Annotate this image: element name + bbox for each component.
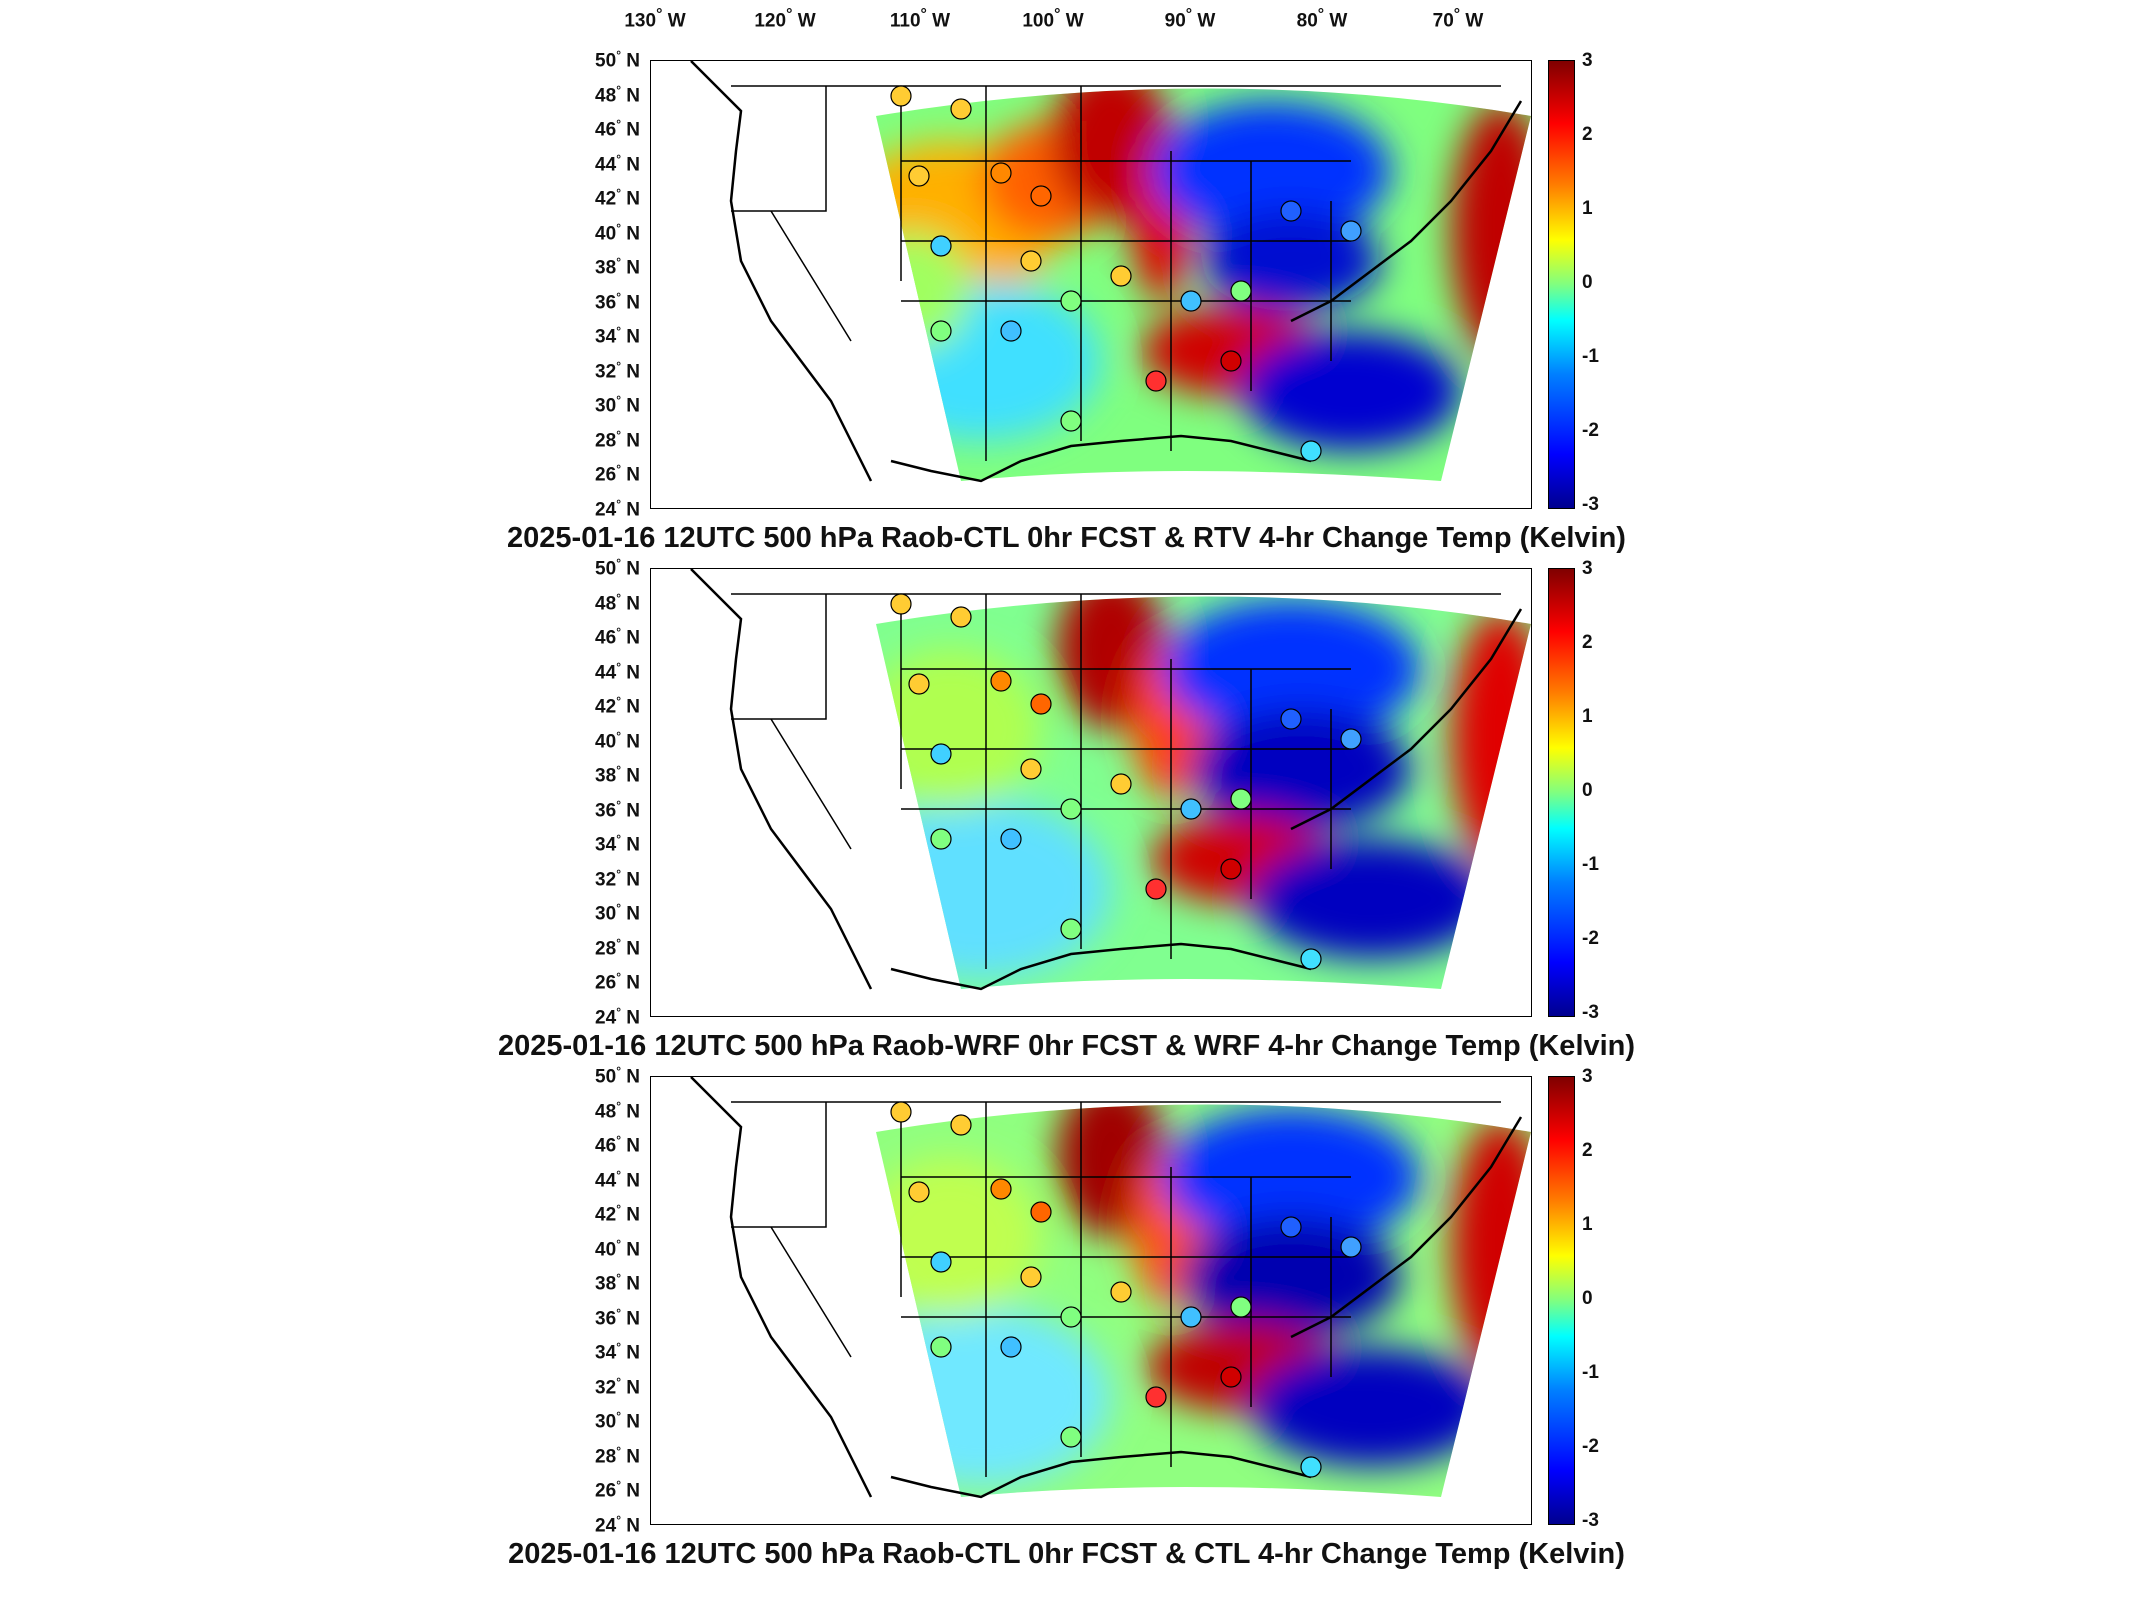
colorbar-tick: 0 — [1582, 780, 1593, 801]
temperature-field-1 — [876, 88, 1531, 481]
colorbar-tick: 3 — [1582, 1066, 1593, 1087]
lat-label-36n-panel-2: 36° N — [595, 797, 640, 822]
colorbar-tick: 2 — [1582, 1140, 1593, 1161]
lat-label-30n-panel-3: 30° N — [595, 1409, 640, 1433]
lat-label-44n-panel-2: 44° N — [595, 659, 640, 683]
colorbar-tick: 3 — [1582, 558, 1593, 579]
lon-label-100w: 100° W — [1022, 6, 1084, 32]
lat-label-42n-panel-1: 42° N — [595, 186, 640, 210]
lat-label-42n-panel-2: 42° N — [595, 694, 640, 718]
lon-label-110w: 110° W — [889, 6, 951, 32]
lat-label-46n-panel-2: 46° N — [595, 625, 640, 649]
temperature-field-2 — [876, 596, 1531, 989]
lat-label-36n-panel-1: 36° N — [595, 289, 640, 314]
lat-label-36n-panel-3: 36° N — [595, 1305, 640, 1330]
raob-stations-2 — [890, 593, 1362, 970]
lat-label-26n-panel-3: 26° N — [595, 1478, 640, 1502]
colorbar-3 — [1548, 1076, 1575, 1525]
colorbar-tick: -2 — [1582, 420, 1599, 441]
map-plot-1 — [650, 60, 1532, 509]
map-plot-2 — [650, 568, 1532, 1017]
state-borders-3 — [731, 1101, 1501, 1477]
map-plot-3 — [650, 1076, 1532, 1525]
lat-label-26n-panel-1: 26° N — [595, 462, 640, 486]
lat-label-32n-panel-1: 32° N — [595, 358, 640, 383]
lat-label-30n-panel-1: 30° N — [595, 393, 640, 417]
lat-label-38n-panel-2: 38° N — [595, 763, 640, 787]
state-borders-1 — [731, 85, 1501, 461]
lat-label-50n-panel-1: 50° N — [595, 48, 640, 72]
colorbar-2 — [1548, 568, 1575, 1017]
colorbar-tick: 2 — [1582, 632, 1593, 653]
colorbar-tick: 0 — [1582, 272, 1593, 293]
lon-label-80w: 80° W — [1296, 6, 1348, 32]
colorbar-1 — [1548, 60, 1575, 509]
lat-label-34n-panel-2: 34° N — [595, 832, 640, 856]
lat-label-40n-panel-3: 40° N — [595, 1236, 640, 1261]
lat-label-48n-panel-2: 48° N — [595, 590, 640, 614]
colorbar-tick: -2 — [1582, 928, 1599, 949]
temperature-field-3 — [876, 1104, 1531, 1497]
lat-label-30n-panel-2: 30° N — [595, 901, 640, 925]
colorbar-tick: 2 — [1582, 124, 1593, 145]
colorbar-tick: 3 — [1582, 50, 1593, 71]
lat-label-32n-panel-2: 32° N — [595, 866, 640, 891]
colorbar-tick: 1 — [1582, 706, 1593, 727]
lon-label-90w: 90° W — [1164, 6, 1216, 32]
lat-label-46n-panel-1: 46° N — [595, 117, 640, 141]
lat-label-50n-panel-2: 50° N — [595, 556, 640, 580]
lat-label-28n-panel-2: 28° N — [595, 935, 640, 960]
lat-label-32n-panel-3: 32° N — [595, 1374, 640, 1399]
lat-label-44n-panel-1: 44° N — [595, 151, 640, 175]
lat-label-40n-panel-1: 40° N — [595, 220, 640, 245]
lon-label-120w: 120° W — [754, 6, 816, 32]
colorbar-tick: -1 — [1582, 1362, 1599, 1383]
colorbar-tick: -1 — [1582, 346, 1599, 367]
lat-label-44n-panel-3: 44° N — [595, 1167, 640, 1191]
lat-label-40n-panel-2: 40° N — [595, 728, 640, 753]
colorbar-tick: -2 — [1582, 1436, 1599, 1457]
colorbar-tick: -3 — [1582, 494, 1599, 515]
panel-title-1: 2025-01-16 12UTC 500 hPa Raob-CTL 0hr FC… — [507, 522, 1626, 554]
lat-label-26n-panel-2: 26° N — [595, 970, 640, 994]
lon-label-70w: 70° W — [1432, 6, 1484, 32]
lat-label-38n-panel-3: 38° N — [595, 1271, 640, 1295]
lon-label-130w: 130° W — [624, 6, 686, 32]
colorbar-tick: -1 — [1582, 854, 1599, 875]
lat-label-24n-panel-1: 24° N — [595, 497, 640, 521]
colorbar-tick: 0 — [1582, 1288, 1593, 1309]
lat-label-50n-panel-3: 50° N — [595, 1064, 640, 1088]
lat-label-48n-panel-1: 48° N — [595, 82, 640, 106]
lat-label-38n-panel-1: 38° N — [595, 255, 640, 279]
lat-label-42n-panel-3: 42° N — [595, 1202, 640, 1226]
lat-label-46n-panel-3: 46° N — [595, 1133, 640, 1157]
colorbar-tick: -3 — [1582, 1002, 1599, 1023]
lat-label-28n-panel-3: 28° N — [595, 1443, 640, 1468]
lat-label-24n-panel-3: 24° N — [595, 1513, 640, 1537]
lat-label-28n-panel-1: 28° N — [595, 427, 640, 452]
colorbar-tick: 1 — [1582, 198, 1593, 219]
lat-label-34n-panel-3: 34° N — [595, 1340, 640, 1364]
state-borders-2 — [731, 593, 1501, 969]
colorbar-tick: 1 — [1582, 1214, 1593, 1235]
colorbar-tick: -3 — [1582, 1510, 1599, 1531]
lat-label-34n-panel-1: 34° N — [595, 324, 640, 348]
panel-title-3: 2025-01-16 12UTC 500 hPa Raob-CTL 0hr FC… — [508, 1538, 1625, 1570]
lat-label-48n-panel-3: 48° N — [595, 1098, 640, 1122]
panel-title-2: 2025-01-16 12UTC 500 hPa Raob-WRF 0hr FC… — [497, 1030, 1636, 1062]
raob-stations-1 — [890, 85, 1362, 462]
raob-stations-3 — [890, 1101, 1362, 1478]
lat-label-24n-panel-2: 24° N — [595, 1005, 640, 1029]
